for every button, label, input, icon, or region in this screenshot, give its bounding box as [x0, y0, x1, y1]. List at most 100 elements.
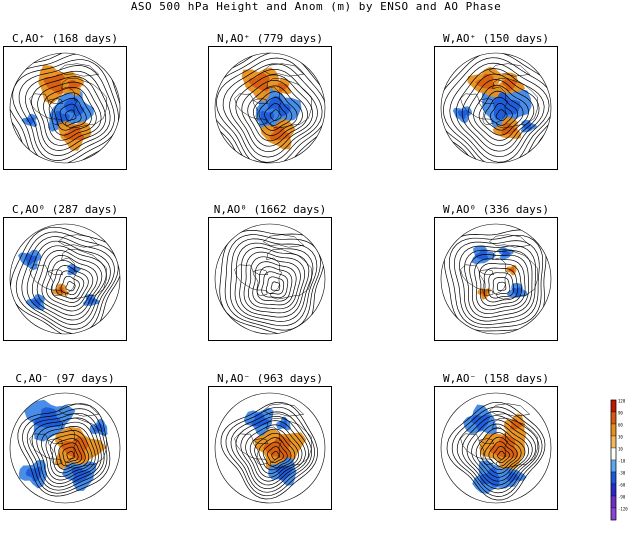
height-contour	[262, 441, 288, 467]
polar-map	[434, 46, 558, 170]
height-contour	[497, 450, 507, 460]
height-contour	[252, 261, 297, 306]
coastline	[482, 118, 494, 125]
coastline	[252, 98, 268, 105]
height-contour	[461, 73, 540, 152]
polar-map	[3, 217, 127, 341]
colorbar-label: -120	[618, 507, 628, 512]
coastline	[51, 458, 63, 465]
map-boundary	[9, 52, 121, 164]
coastline	[492, 77, 538, 129]
panel-title: W,AO⁺ (150 days)	[443, 32, 549, 45]
coastline	[256, 118, 268, 125]
map-boundary	[440, 52, 552, 164]
height-contour	[455, 68, 545, 158]
map-boundary	[214, 52, 326, 164]
height-contour	[459, 245, 537, 322]
coastline	[256, 289, 268, 296]
coastline	[61, 77, 107, 129]
coastline	[61, 417, 107, 469]
colorbar-swatch	[610, 471, 617, 485]
coastline	[47, 98, 63, 105]
positive-anomaly-core	[475, 73, 496, 90]
height-contour	[488, 272, 515, 299]
coastline	[460, 433, 485, 460]
panel-title: C,AO⁻ (97 days)	[15, 372, 115, 385]
height-contour	[48, 92, 92, 136]
height-contour	[256, 266, 293, 302]
chart-title: ASO 500 hPa Height and Anom (m) by ENSO …	[130, 0, 502, 13]
height-contour	[449, 62, 550, 163]
panel-title: N,AO⁰ (1662 days)	[213, 203, 327, 216]
coastline	[460, 93, 485, 120]
height-contour	[479, 263, 522, 307]
coastline	[262, 63, 305, 77]
coastline	[252, 438, 268, 445]
height-contour	[475, 427, 526, 478]
height-contour	[247, 85, 303, 142]
height-contour	[43, 87, 97, 141]
colorbar-label: -90	[618, 495, 626, 500]
negative-anomaly-core	[457, 109, 468, 120]
height-contour	[243, 251, 306, 314]
coastline	[47, 438, 63, 445]
height-contour	[471, 423, 529, 482]
coastline	[51, 118, 63, 125]
coastline	[234, 93, 259, 120]
height-contour	[37, 81, 102, 146]
height-contour	[483, 267, 519, 303]
height-contour	[225, 406, 315, 497]
height-contour	[473, 84, 529, 141]
coastline	[482, 458, 494, 465]
height-contour	[12, 59, 119, 163]
height-contour	[36, 421, 99, 484]
map-boundary	[214, 223, 326, 335]
coastline	[488, 403, 531, 417]
height-contour	[222, 63, 323, 163]
panel-title: N,AO⁺ (779 days)	[217, 32, 323, 45]
panel-title: W,AO⁻ (158 days)	[443, 372, 549, 385]
height-contour	[258, 97, 293, 131]
height-contour	[466, 419, 533, 486]
negative-anomaly-core	[25, 253, 37, 266]
coastline	[234, 433, 259, 460]
height-contour	[216, 57, 325, 163]
height-contour	[270, 281, 281, 291]
negative-anomaly-core	[33, 407, 63, 429]
height-contour	[26, 240, 111, 325]
height-contour	[31, 245, 107, 321]
coastline	[61, 248, 107, 300]
height-contour	[253, 91, 298, 136]
panel-title: N,AO⁻ (963 days)	[217, 372, 323, 385]
coastline	[29, 433, 54, 460]
height-contour	[46, 259, 94, 308]
height-contour	[265, 276, 285, 295]
colorbar-swatch	[610, 459, 617, 473]
positive-anomaly-core	[502, 78, 518, 92]
map-boundary	[214, 392, 326, 504]
height-contour	[65, 109, 77, 121]
colorbar-label: 120	[618, 399, 626, 404]
height-contour	[45, 430, 93, 477]
height-contour	[31, 76, 107, 151]
panel-title: C,AO⁺ (168 days)	[12, 32, 118, 45]
coastline	[492, 248, 538, 300]
negative-anomaly-core	[493, 92, 521, 120]
height-contour	[17, 403, 111, 497]
positive-anomaly-core	[263, 435, 291, 460]
coastline	[262, 403, 305, 417]
height-contour	[229, 238, 318, 327]
coastline	[482, 289, 494, 296]
map-boundary	[9, 223, 121, 335]
coastline	[234, 264, 259, 291]
height-contour	[22, 408, 108, 494]
colorbar-swatch	[610, 411, 617, 425]
height-contour	[489, 103, 513, 126]
coastline	[488, 63, 531, 77]
height-contour	[248, 256, 301, 310]
coastline	[492, 417, 538, 469]
height-contour	[234, 242, 314, 322]
colorbar-swatch	[610, 447, 617, 461]
coastline	[460, 264, 485, 291]
positive-anomaly-core	[510, 419, 524, 430]
